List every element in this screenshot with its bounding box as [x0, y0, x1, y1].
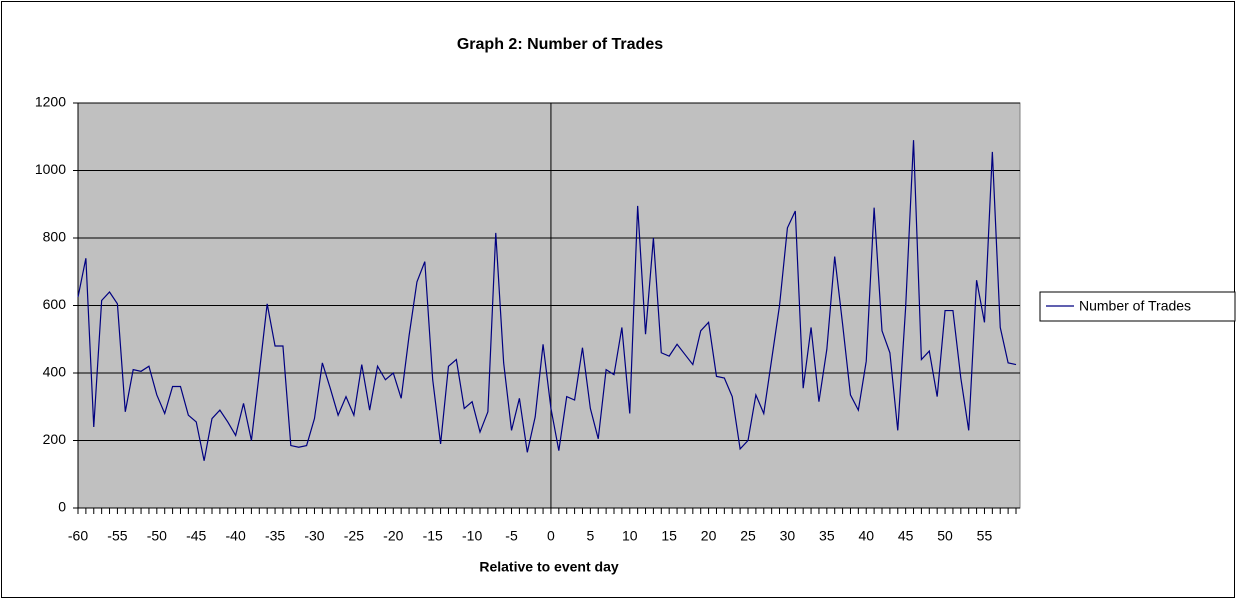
x-tick-label: 55	[977, 528, 993, 544]
x-tick-label: -55	[107, 528, 127, 544]
y-tick-label: 1200	[35, 94, 66, 110]
x-tick-label: -5	[505, 528, 518, 544]
x-tick-label: 25	[740, 528, 756, 544]
x-tick-label: 20	[701, 528, 717, 544]
x-tick-label: -40	[226, 528, 246, 544]
x-tick-label: 5	[586, 528, 594, 544]
x-tick-label: -25	[344, 528, 364, 544]
x-tick-label: -50	[147, 528, 167, 544]
x-tick-label: 15	[661, 528, 677, 544]
x-tick-label: 0	[547, 528, 555, 544]
x-tick-label: -35	[265, 528, 285, 544]
y-tick-label: 0	[58, 499, 66, 515]
chart-title: Graph 2: Number of Trades	[457, 36, 663, 53]
x-tick-label: 40	[858, 528, 874, 544]
x-tick-label: 30	[780, 528, 796, 544]
data-line	[77, 140, 1017, 461]
legend-label: Number of Trades	[1079, 298, 1191, 314]
y-tick-label: 400	[43, 364, 67, 380]
x-axis-title: Relative to event day	[479, 559, 618, 575]
x-tick-label: 45	[898, 528, 914, 544]
x-tick-label: -20	[383, 528, 403, 544]
x-tick-label: -30	[304, 528, 324, 544]
x-tick-label: -45	[186, 528, 206, 544]
y-tick-label: 1000	[35, 161, 66, 177]
y-tick-label: 800	[43, 229, 67, 245]
x-tick-label: 50	[937, 528, 953, 544]
x-tick-label: 35	[819, 528, 835, 544]
x-tick-label: -60	[68, 528, 88, 544]
y-tick-label: 200	[43, 431, 67, 447]
x-tick-label: 10	[622, 528, 638, 544]
x-tick-label: -10	[462, 528, 482, 544]
x-tick-label: -15	[423, 528, 443, 544]
y-tick-label: 600	[43, 296, 67, 312]
